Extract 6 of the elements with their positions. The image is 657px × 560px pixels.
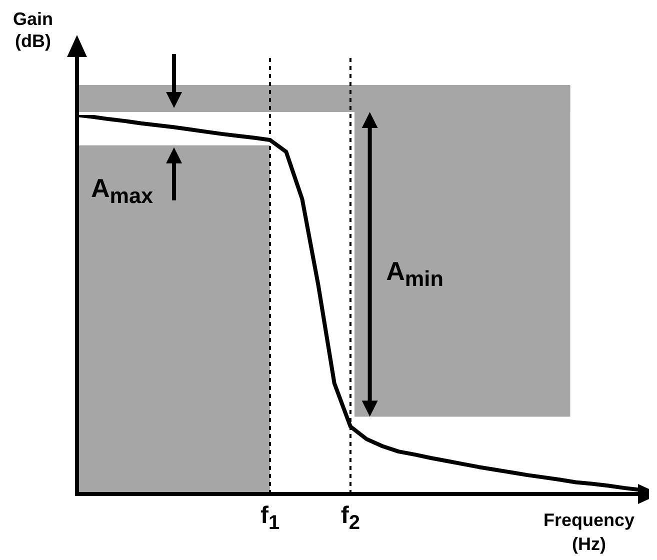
annotation: A$_{max}$ xyxy=(90,172,154,209)
y-axis-title: Gain (dB) xyxy=(12,8,54,52)
x-axis-title: Frequency (Hz) xyxy=(542,509,636,556)
x-tick-label: f$_{2}$ xyxy=(340,502,360,535)
annotation: A$_{min}$ xyxy=(386,256,444,292)
x-tick-label: f$_{1}$ xyxy=(260,502,280,535)
